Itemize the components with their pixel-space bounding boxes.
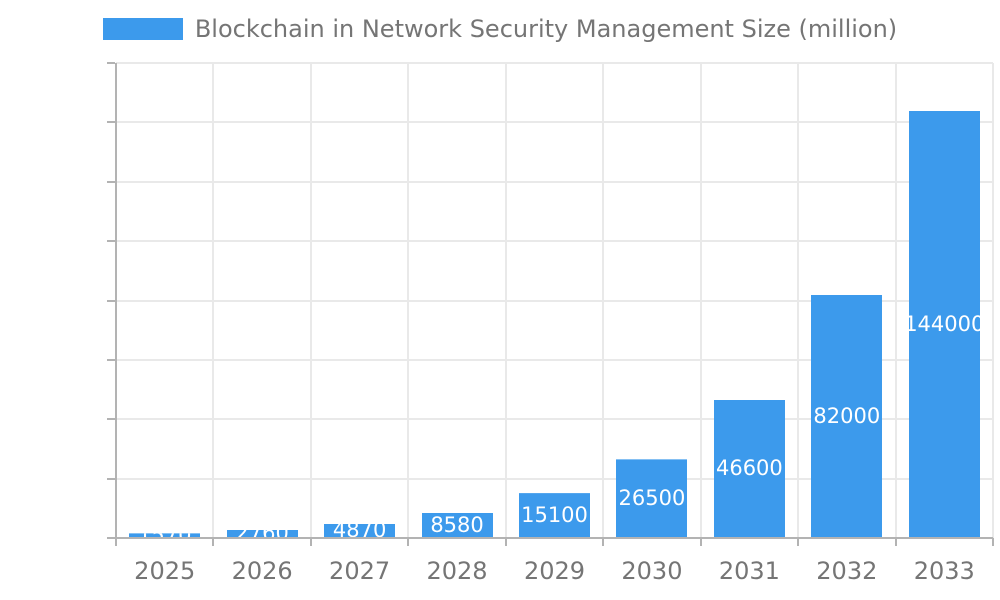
x-tick bbox=[309, 538, 312, 546]
x-tick bbox=[894, 538, 897, 546]
v-gridline bbox=[504, 63, 507, 538]
bar-value-label: 15100 bbox=[521, 503, 588, 528]
bar[interactable]: 4870 bbox=[324, 523, 396, 538]
v-gridline bbox=[699, 63, 702, 538]
y-tick bbox=[107, 299, 115, 302]
bar-value-label: 4870 bbox=[332, 523, 387, 538]
y-tick bbox=[107, 121, 115, 124]
y-tick bbox=[107, 240, 115, 243]
h-gridline bbox=[116, 240, 993, 243]
x-tick-label: 2030 bbox=[621, 557, 683, 585]
y-axis-line bbox=[115, 63, 117, 546]
v-gridline bbox=[602, 63, 605, 538]
bar[interactable]: 1570 bbox=[129, 533, 201, 538]
v-gridline bbox=[407, 63, 410, 538]
bar-value-label: 26500 bbox=[618, 486, 686, 511]
x-tick bbox=[407, 538, 410, 546]
h-gridline bbox=[116, 62, 993, 64]
bar[interactable]: 144000 bbox=[908, 110, 980, 538]
v-gridline bbox=[894, 63, 897, 538]
bar[interactable]: 15100 bbox=[519, 493, 590, 538]
y-tick bbox=[107, 477, 115, 480]
v-gridline bbox=[992, 63, 994, 538]
bar-value-label: 46600 bbox=[715, 456, 783, 481]
x-tick bbox=[797, 538, 800, 546]
h-gridline bbox=[116, 418, 993, 421]
y-tick bbox=[107, 62, 115, 64]
bar-value-label: 82000 bbox=[813, 403, 881, 428]
x-tick-label: 2032 bbox=[816, 557, 878, 585]
bar-value-label: 144000 bbox=[908, 311, 980, 336]
x-tick bbox=[212, 538, 215, 546]
bar[interactable]: 8580 bbox=[421, 512, 493, 538]
h-gridline bbox=[116, 299, 993, 302]
x-tick-label: 2025 bbox=[134, 557, 196, 585]
h-gridline bbox=[116, 180, 993, 183]
y-tick bbox=[107, 180, 115, 183]
y-tick bbox=[107, 358, 115, 361]
h-gridline bbox=[116, 358, 993, 361]
bar-value-label: 2760 bbox=[235, 530, 288, 538]
v-gridline bbox=[309, 63, 312, 538]
bar-value-label: 8580 bbox=[430, 512, 484, 537]
legend-swatch[interactable] bbox=[102, 18, 183, 40]
x-tick bbox=[699, 538, 702, 546]
x-tick-label: 2033 bbox=[913, 557, 975, 585]
legend-label[interactable]: Blockchain in Network Security Managemen… bbox=[194, 15, 898, 43]
bar-value-label: 1570 bbox=[138, 533, 191, 538]
x-axis-line bbox=[107, 537, 993, 539]
bar[interactable]: 2760 bbox=[226, 529, 298, 538]
plot-area: 1570 2760 4870 8580 15100 26500 46600 82000 1440… bbox=[116, 62, 994, 538]
y-tick bbox=[107, 418, 115, 421]
x-tick bbox=[504, 538, 507, 546]
bar[interactable]: 46600 bbox=[713, 399, 785, 538]
x-tick bbox=[992, 538, 994, 546]
x-tick-label: 2029 bbox=[523, 557, 586, 585]
x-tick bbox=[602, 538, 605, 546]
bar[interactable]: 82000 bbox=[811, 294, 883, 538]
x-tick-label: 2027 bbox=[329, 557, 391, 585]
bar[interactable]: 26500 bbox=[616, 459, 688, 538]
legend: Blockchain in Network Security Managemen… bbox=[0, 15, 1000, 43]
x-tick-label: 2026 bbox=[231, 557, 293, 585]
h-gridline bbox=[116, 477, 993, 480]
x-tick-label: 2031 bbox=[718, 557, 780, 585]
v-gridline bbox=[212, 63, 215, 538]
v-gridline bbox=[797, 63, 800, 538]
h-gridline bbox=[116, 121, 993, 124]
x-tick-label: 2028 bbox=[426, 557, 488, 585]
